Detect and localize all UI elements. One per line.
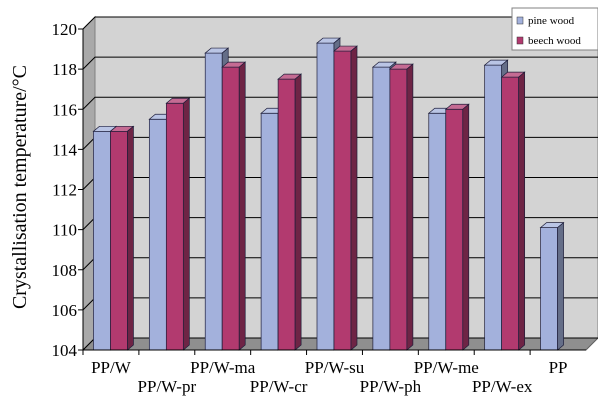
y-tick-label: 114	[52, 140, 77, 159]
x-category-label: PP/W-su	[305, 358, 365, 377]
bar-beech-wood-pp-w-ma	[221, 61, 247, 351]
bar-beech-wood-pp-w-cr	[277, 73, 303, 351]
x-category-label: PP/W-me	[414, 358, 479, 377]
gridline	[82, 56, 598, 70]
bar-side	[294, 73, 302, 351]
bar-front	[540, 227, 558, 351]
y-tick-label: 106	[52, 301, 78, 320]
x-category-label: PP/W-ex	[472, 377, 533, 396]
legend: pine wood beech wood	[511, 7, 598, 51]
y-axis-title: Crystallisation temperature/°C	[9, 65, 31, 309]
legend-swatch-pine-wood	[516, 16, 524, 25]
y-tick-label: 110	[52, 221, 77, 240]
y-tick-label: 108	[52, 261, 78, 280]
bar-front	[501, 76, 520, 351]
bar-front	[165, 102, 184, 351]
y-tick-label: 120	[52, 20, 78, 39]
bar-front	[428, 112, 447, 351]
bar-front	[260, 112, 279, 351]
bar-beech-wood-pp-w-me	[444, 103, 470, 351]
bar-front	[148, 118, 167, 351]
bar-side	[238, 61, 246, 351]
legend-swatch-beech-wood	[516, 36, 524, 45]
gridline	[82, 96, 598, 110]
y-tick-label: 112	[52, 181, 77, 200]
bar-front	[204, 52, 223, 351]
bar-front	[389, 68, 408, 351]
x-category-label: PP/W-ma	[190, 358, 256, 377]
bar-front	[316, 42, 335, 351]
bar-side	[127, 125, 134, 351]
legend-label-beech-wood: beech wood	[528, 35, 581, 47]
bar-side	[557, 221, 564, 351]
bar-beech-wood-pp-w	[109, 125, 135, 351]
bar-side	[462, 103, 470, 351]
bar-beech-wood-pp-w-pr	[165, 97, 191, 351]
bar-front	[93, 130, 111, 351]
bar-side	[518, 71, 526, 351]
bar-beech-wood-pp-w-ex	[500, 71, 526, 351]
y-tick-label: 116	[52, 100, 77, 119]
bar-pine-wood-pp	[539, 221, 565, 351]
bar-beech-wood-pp-w-ph	[388, 63, 414, 351]
bar-front	[372, 66, 391, 351]
x-category-label: PP/W-pr	[138, 377, 197, 396]
gridline	[82, 16, 598, 30]
bar-front	[110, 130, 128, 351]
bar-front	[221, 66, 240, 351]
y-tick-label: 104	[52, 341, 78, 360]
bar-front	[445, 108, 464, 351]
bar-side	[182, 97, 190, 351]
x-category-label: PP/W-ph	[360, 377, 422, 396]
bar-front	[484, 64, 503, 351]
bar-side	[350, 45, 358, 351]
bar-front	[277, 78, 296, 351]
y-tick-label: 118	[52, 60, 77, 79]
bar-side	[406, 63, 414, 351]
legend-label-pine-wood: pine wood	[528, 15, 575, 27]
bar-beech-wood-pp-w-su	[333, 45, 358, 351]
x-category-label: PP/W-cr	[250, 377, 308, 396]
bar-front	[333, 50, 352, 351]
x-category-label: PP/W	[91, 358, 132, 377]
x-category-label: PP	[549, 358, 568, 377]
